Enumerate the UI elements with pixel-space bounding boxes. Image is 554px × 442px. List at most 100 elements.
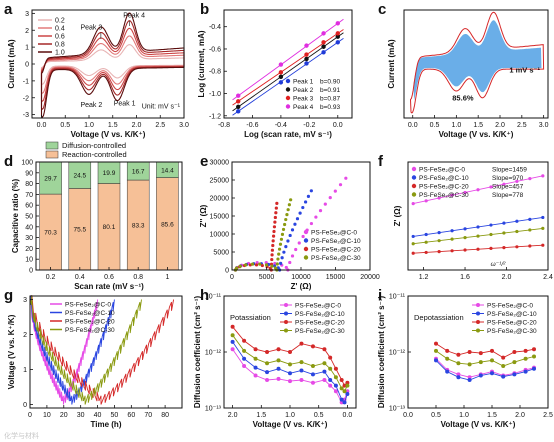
data-point: [253, 365, 258, 370]
data-point: [445, 369, 450, 374]
data-point: [445, 348, 450, 353]
data-point: [512, 372, 517, 377]
data-point: [424, 240, 428, 244]
nyquist-point: [309, 221, 314, 226]
x-tick-label: 0.0: [403, 412, 413, 419]
x-tick-label: 40: [94, 412, 102, 419]
x-axis-label: ω⁻¹/²: [491, 261, 506, 268]
x-tick-label: 0.5: [314, 412, 324, 419]
x-tick-label: 0.0: [343, 412, 353, 419]
annotation-peak1: Peak 1: [114, 100, 136, 107]
nyquist-point: [264, 263, 269, 267]
x-tick-label: 1.5: [108, 122, 118, 129]
legend-swatch: [45, 150, 59, 159]
legend-slope: Slope=970: [492, 175, 524, 182]
nyquist-point: [271, 234, 276, 238]
data-point: [541, 215, 545, 220]
bar-label-diffusion: 29.7: [44, 176, 57, 183]
nyquist-point: [290, 228, 295, 232]
nyquist-point: [280, 256, 284, 260]
data-point: [342, 400, 347, 405]
legend-label: 0.8: [55, 42, 65, 49]
x-axis-label: Time (h): [91, 420, 122, 429]
nyquist-point: [303, 200, 308, 204]
data-point: [265, 361, 270, 366]
data-point: [528, 228, 532, 232]
data-point: [476, 247, 480, 251]
data-point: [489, 223, 493, 227]
legend-label: PS-FeSe₂@C-10: [311, 238, 361, 245]
data-point: [333, 383, 338, 388]
nyquist-point: [254, 263, 259, 267]
x-tick-label: 30: [77, 412, 85, 419]
y-tick-label: 20: [25, 246, 33, 253]
y-tick-label: 10⁻¹³: [205, 406, 222, 413]
data-point: [342, 389, 347, 394]
y-axis-label: Diffusion coefficient (cm² s⁻¹): [377, 296, 386, 409]
data-point: [437, 231, 441, 235]
x-tick-label: -0.4: [275, 122, 287, 129]
y-tick-label: 100: [21, 160, 33, 167]
legend-marker: [285, 78, 291, 84]
data-point: [515, 219, 519, 223]
nyquist-point: [338, 183, 343, 187]
bar-label-diffusion: 24.5: [73, 173, 86, 180]
legend-label: PS-FeSe₂@C-0: [419, 167, 465, 174]
y-tick-label: 10⁻¹¹: [389, 294, 406, 301]
panel-letter: d: [4, 153, 13, 170]
data-point: [515, 245, 519, 249]
panel-b: b -0.8 -0.6 -0.4 -0.2 0.0 -0.4 -0.6 -0.8 -1.0 -1.2…: [197, 1, 353, 139]
x-tick-label: 60: [127, 412, 135, 419]
data-point: [321, 50, 326, 55]
data-point: [345, 392, 350, 396]
x-tick-label: 20000: [360, 274, 380, 281]
data-point: [339, 378, 344, 382]
data-point: [310, 380, 315, 385]
gitt-curve-1: [29, 295, 115, 405]
legend-marker: [476, 328, 480, 333]
data-point: [515, 179, 519, 184]
legend-slope: Slope=1459: [492, 167, 527, 174]
nyquist-point: [309, 189, 313, 193]
data-point: [333, 366, 338, 371]
data-point: [489, 246, 493, 250]
x-tick-label: -0.2: [303, 122, 315, 129]
nyquist-point: [314, 215, 318, 219]
data-point: [463, 236, 467, 240]
data-point: [265, 350, 270, 354]
nyquist-point: [275, 262, 279, 266]
y-tick-label: 3: [23, 297, 27, 304]
x-tick-label: -0.6: [246, 122, 258, 129]
nyquist-point: [272, 225, 277, 229]
y-tick-label: -2: [23, 95, 29, 102]
data-point: [411, 251, 415, 255]
data-point: [501, 355, 506, 360]
y-tick-label: -1.2: [209, 113, 221, 120]
nyquist-point: [238, 264, 242, 268]
panel-letter: f: [378, 153, 384, 170]
data-point: [478, 373, 483, 378]
y-tick-label: 10⁻¹²: [205, 350, 222, 357]
y-axis-label: Current (mA): [7, 39, 16, 89]
data-point: [288, 379, 292, 384]
data-point: [476, 188, 480, 192]
data-point: [345, 383, 350, 388]
diffusion-line-1: [232, 341, 348, 404]
data-point: [265, 378, 270, 382]
nyquist-point: [284, 245, 288, 249]
nyquist-point: [279, 237, 284, 241]
data-point: [328, 366, 333, 371]
data-point: [478, 360, 483, 365]
data-point: [333, 389, 338, 394]
bar-label-reaction: 70.3: [44, 230, 57, 237]
x-tick-label: 10: [43, 412, 51, 419]
data-point: [236, 93, 241, 98]
panel-letter: i: [378, 287, 382, 304]
data-point: [489, 185, 493, 189]
y-tick-label: 90: [25, 170, 33, 177]
data-point: [424, 232, 428, 237]
nyquist-point: [258, 262, 262, 266]
bar-label-diffusion: 16.7: [132, 169, 145, 176]
x-tick-label: 2.0: [515, 412, 525, 419]
data-point: [434, 358, 438, 363]
